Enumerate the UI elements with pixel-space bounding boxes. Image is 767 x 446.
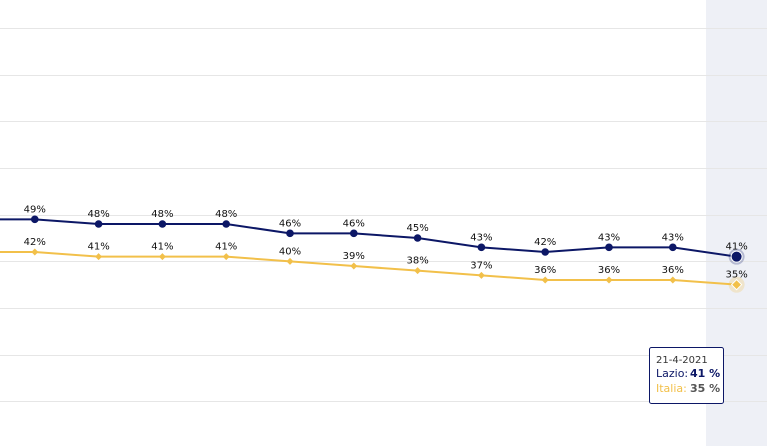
data-label: 43% bbox=[662, 232, 684, 243]
data-label: 36% bbox=[598, 265, 620, 276]
series-line bbox=[0, 218, 737, 258]
data-label: 49% bbox=[24, 204, 46, 215]
grid bbox=[0, 28, 767, 402]
data-label: 48% bbox=[215, 209, 237, 220]
data-label: 36% bbox=[534, 265, 556, 276]
tooltip-box bbox=[649, 347, 724, 404]
point bbox=[669, 243, 677, 252]
point bbox=[158, 253, 166, 261]
point bbox=[158, 220, 167, 228]
point bbox=[477, 271, 485, 279]
data-label: 42% bbox=[24, 237, 46, 248]
point bbox=[31, 248, 39, 256]
point bbox=[286, 229, 294, 238]
tooltip-label: Italia: bbox=[656, 382, 687, 395]
point bbox=[605, 276, 613, 284]
data-label: 43% bbox=[470, 232, 492, 243]
data-label: 46% bbox=[343, 218, 365, 229]
data-label: 42% bbox=[534, 237, 556, 248]
data-label: 38% bbox=[406, 256, 428, 267]
point bbox=[414, 267, 422, 275]
lines: 49% 48% 48% 48% 46% 46% 45% 43% 42% 43% 43% 41% 42% 4… bbox=[0, 204, 748, 293]
point bbox=[286, 257, 294, 265]
data-label: 41% bbox=[151, 242, 173, 253]
tooltip-value: 35 % bbox=[690, 382, 720, 395]
point bbox=[730, 250, 743, 263]
point bbox=[730, 278, 743, 291]
point bbox=[222, 220, 230, 228]
point bbox=[541, 248, 549, 256]
data-label: 41% bbox=[725, 242, 747, 253]
data-label: 35% bbox=[725, 270, 747, 281]
data-label: 41% bbox=[215, 242, 237, 253]
point bbox=[222, 253, 230, 261]
series-line bbox=[0, 251, 737, 286]
data-label: 39% bbox=[343, 251, 365, 262]
point bbox=[605, 243, 613, 252]
tooltip-value: 41 % bbox=[690, 367, 720, 380]
point bbox=[31, 215, 39, 224]
point bbox=[350, 262, 358, 270]
tooltip-label: Lazio: bbox=[656, 367, 688, 380]
data-label: 48% bbox=[151, 209, 173, 220]
point bbox=[669, 276, 677, 284]
data-label: 36% bbox=[662, 265, 684, 276]
data-label: 40% bbox=[279, 246, 301, 257]
point bbox=[413, 234, 422, 242]
data-label: 48% bbox=[87, 209, 109, 220]
data-label: 45% bbox=[406, 223, 428, 234]
point bbox=[541, 276, 549, 284]
point bbox=[477, 243, 486, 252]
data-label: 46% bbox=[279, 218, 301, 229]
data-label: 41% bbox=[87, 242, 109, 253]
point bbox=[95, 253, 103, 261]
tooltip: 21-4-2021 Lazio: 41 % Italia: 35 % bbox=[649, 347, 724, 404]
point bbox=[94, 220, 103, 228]
data-label: 43% bbox=[598, 232, 620, 243]
point bbox=[350, 229, 358, 238]
data-label: 37% bbox=[470, 260, 492, 271]
tooltip-date: 21-4-2021 bbox=[656, 355, 708, 366]
